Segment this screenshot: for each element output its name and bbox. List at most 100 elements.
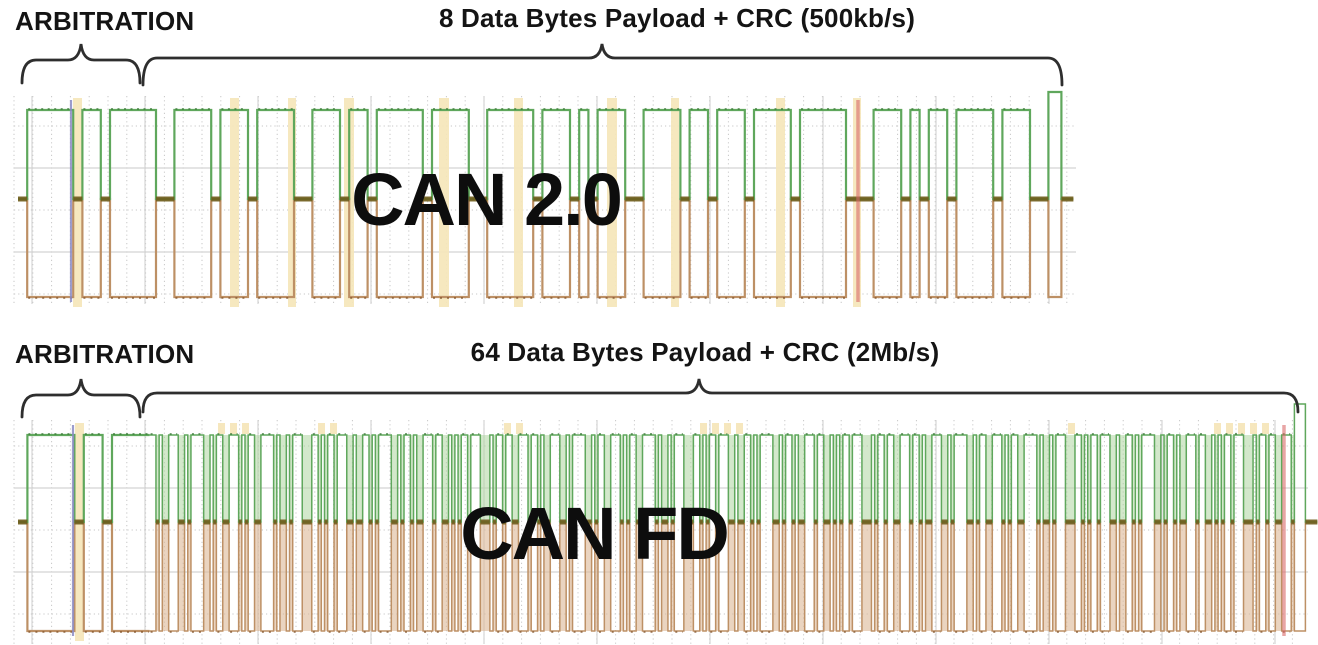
canfd-overlap-dash xyxy=(1008,519,1012,525)
canfd-tan-persistence xyxy=(823,522,831,631)
canfd-payload-brace xyxy=(141,378,1300,414)
canfd-overlap-dash xyxy=(671,519,675,525)
waveform-canfd xyxy=(18,403,1318,641)
canfd-green-persistence xyxy=(1052,435,1056,522)
canfd-green-persistence xyxy=(569,435,573,522)
canfd-green-persistence xyxy=(655,435,659,522)
canfd-overlap-dash xyxy=(289,519,293,525)
canfd-overlap-dash xyxy=(893,519,901,525)
canfd-overlap-dash xyxy=(833,519,837,525)
canfd-stuffbit-top-tick xyxy=(1250,423,1257,434)
can20-overlap-dash xyxy=(156,196,175,202)
canfd-overlap-dash xyxy=(162,519,169,525)
canfd-green-persistence xyxy=(369,435,373,522)
canfd-green-persistence xyxy=(279,435,287,522)
can20-overlap-marks xyxy=(18,196,1074,202)
canfd-tan-persistence xyxy=(289,522,293,631)
canfd-tan-persistence xyxy=(1081,522,1085,631)
canfd-green-persistence xyxy=(245,435,249,522)
canfd-overlap-dash xyxy=(1154,519,1161,525)
canfd-stuffbit-top-tick xyxy=(1226,423,1233,434)
canfd-overlap-dash xyxy=(884,519,888,525)
canfd-overlap-dash xyxy=(324,519,328,525)
can20-overlap-dash xyxy=(533,196,543,202)
canfd-overlap-dash xyxy=(950,519,955,525)
can20-overlap-dash xyxy=(901,196,911,202)
canfd-overlap-dash xyxy=(1087,519,1091,525)
canfd-overlap-dash xyxy=(756,519,761,525)
canfd-overlap-dash xyxy=(1081,519,1085,525)
canfd-green-persistence xyxy=(919,435,923,522)
canfd-tan-persistence xyxy=(213,522,217,631)
canfd-tan-persistence xyxy=(849,522,853,631)
canfd-tan-persistence xyxy=(1097,522,1101,631)
can20-overlap-dash xyxy=(588,196,598,202)
canfd-tan-persistence xyxy=(772,522,780,631)
canfd-green-persistence xyxy=(594,435,598,522)
canfd-overlap-dash xyxy=(941,519,948,525)
canfd-green-persistence xyxy=(1087,435,1091,522)
canfd-overlap-dash xyxy=(861,519,872,525)
canfd-tan-persistence xyxy=(1008,522,1012,631)
canfd-overlap-dash xyxy=(728,519,735,525)
canfd-tan-persistence xyxy=(756,522,761,631)
canfd-payload-label: 64 Data Bytes Payload + CRC (2Mb/s) xyxy=(470,337,940,367)
canfd-tan-persistence xyxy=(861,522,872,631)
canfd-green-persistence xyxy=(823,435,831,522)
can20-payload-brace xyxy=(141,43,1064,87)
canfd-green-persistence xyxy=(1179,435,1187,522)
canfd-overlap-dash xyxy=(416,519,424,525)
canfd-overlap-dash xyxy=(1195,519,1199,525)
canfd-tan-persistence xyxy=(594,522,598,631)
canfd-green-persistence xyxy=(1097,435,1101,522)
canfd-green-persistence xyxy=(318,435,322,522)
canfd-trace-noise xyxy=(28,433,1291,633)
canfd-tan-persistence xyxy=(569,522,573,631)
canfd-overlap-dash xyxy=(346,519,354,525)
canfd-green-persistence xyxy=(493,435,497,522)
canfd-stuffbit-top-tick xyxy=(318,423,325,434)
canfd-overlap-dash xyxy=(909,519,913,525)
canfd-tan-persistence xyxy=(1043,522,1050,631)
canfd-tan-persistence xyxy=(782,522,786,631)
canfd-tan-persistence xyxy=(893,522,901,631)
canfd-tan-persistence xyxy=(1195,522,1199,631)
canfd-green-persistence xyxy=(798,435,805,522)
canfd-green-persistence xyxy=(1138,435,1142,522)
canfd-tan-persistence xyxy=(1138,522,1142,631)
canfd-green-persistence xyxy=(432,435,436,522)
canfd-overlap-dash xyxy=(750,519,754,525)
canfd-tan-persistence xyxy=(493,522,497,631)
can20-stuffbit-highlight xyxy=(439,98,449,307)
can20-overlap-dash xyxy=(919,196,929,202)
canfd-green-persistence xyxy=(356,435,363,522)
canfd-overlap-dash xyxy=(238,519,242,525)
canfd-green-persistence xyxy=(884,435,888,522)
canfd-stuffbit-top-tick xyxy=(1214,423,1221,434)
canfd-overlap-dash xyxy=(925,519,932,525)
canfd-tan-persistence xyxy=(203,522,211,631)
canfd-tan-persistence xyxy=(356,522,363,631)
canfd-overlap-dash xyxy=(375,519,379,525)
canfd-stuffbit-top-tick xyxy=(736,423,743,434)
canfd-tan-persistence xyxy=(391,522,398,631)
canfd-overlap-dash xyxy=(715,519,719,525)
canfd-green-persistence xyxy=(178,435,185,522)
canfd-stuffbit-top-tick xyxy=(516,423,523,434)
canfd-overlap-dash xyxy=(1109,519,1117,525)
canfd-tan-persistence xyxy=(737,522,745,631)
canfd-green-persistence xyxy=(1001,435,1006,522)
canfd-tan-persistence xyxy=(1173,522,1177,631)
canfd-tan-persistence xyxy=(480,522,490,631)
canfd-cursors xyxy=(71,425,1286,636)
canfd-tan-persistence xyxy=(985,522,993,631)
canfd-green-persistence xyxy=(706,435,710,522)
canfd-persistence-fills xyxy=(155,435,1295,631)
canfd-overlap-dash xyxy=(559,519,567,525)
canfd-overlap-dash xyxy=(302,519,312,525)
canfd-tan-persistence xyxy=(1179,522,1187,631)
canfd-tan-persistence xyxy=(1291,522,1295,631)
canfd-green-persistence xyxy=(1154,435,1161,522)
canfd-green-persistence xyxy=(728,435,735,522)
canfd-green-persistence xyxy=(162,435,169,522)
